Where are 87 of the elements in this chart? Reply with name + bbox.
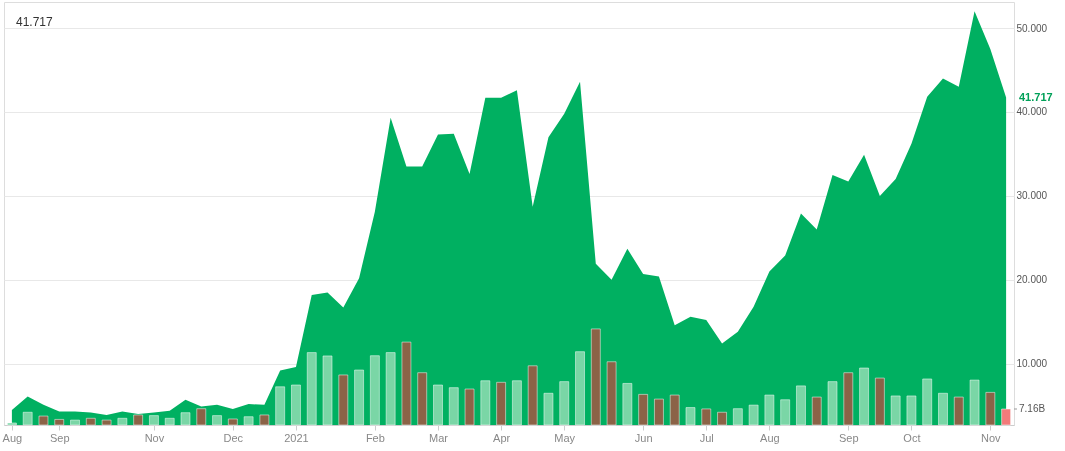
bar bbox=[859, 367, 869, 426]
bar bbox=[164, 418, 175, 426]
bar bbox=[306, 352, 317, 426]
bar bbox=[906, 395, 917, 426]
x-tick-label: Aug bbox=[2, 431, 23, 444]
x-tick-label: Jun bbox=[634, 431, 653, 444]
x-tick-label: Sep bbox=[49, 431, 70, 444]
x-tick-label: Feb bbox=[365, 431, 385, 444]
bar bbox=[527, 365, 538, 426]
bar bbox=[480, 380, 491, 426]
x-tick-label: 2021 bbox=[284, 431, 309, 444]
bar bbox=[149, 415, 159, 426]
bar bbox=[70, 419, 80, 426]
bar bbox=[7, 422, 17, 426]
bar bbox=[259, 414, 270, 426]
bar bbox=[875, 377, 885, 426]
x-tick-label: May bbox=[554, 431, 576, 444]
bar bbox=[512, 380, 522, 426]
bar bbox=[890, 395, 901, 426]
bar bbox=[291, 384, 301, 426]
bar bbox=[1001, 408, 1011, 426]
bar bbox=[701, 408, 712, 426]
y2-tick-label: 7.16B bbox=[1019, 403, 1046, 414]
bar bbox=[101, 419, 112, 426]
bar bbox=[969, 379, 980, 426]
bar bbox=[843, 372, 854, 426]
bar bbox=[370, 355, 380, 426]
bar bbox=[827, 381, 838, 426]
bar bbox=[38, 415, 49, 426]
bar bbox=[811, 396, 822, 426]
bar bbox=[748, 404, 759, 426]
x-tick-label: Sep bbox=[839, 431, 859, 444]
bar bbox=[764, 394, 775, 426]
y-tick-label: 50.000 bbox=[1016, 22, 1048, 34]
bar bbox=[86, 418, 96, 426]
x-tick-label: Mar bbox=[429, 431, 449, 444]
bar bbox=[780, 399, 790, 426]
bar bbox=[985, 392, 996, 426]
bar bbox=[212, 415, 222, 426]
bar bbox=[196, 408, 207, 426]
y-tick-label: 10.000 bbox=[1016, 358, 1048, 370]
bar bbox=[622, 383, 633, 426]
bar bbox=[606, 361, 617, 426]
bar bbox=[669, 394, 680, 426]
bar bbox=[54, 419, 64, 426]
bar bbox=[654, 398, 664, 426]
text: 41.717 bbox=[1019, 90, 1053, 103]
y-tick-label: 20.000 bbox=[1016, 274, 1048, 286]
y-tick-label: 30.000 bbox=[1016, 190, 1048, 202]
bar bbox=[559, 381, 569, 426]
x-tick-label: Oct bbox=[903, 431, 921, 444]
bar bbox=[322, 355, 333, 426]
bar bbox=[180, 412, 191, 426]
bar bbox=[22, 412, 33, 426]
bar bbox=[338, 374, 349, 426]
bar bbox=[228, 418, 238, 426]
bar bbox=[638, 394, 648, 426]
bar bbox=[685, 407, 696, 426]
x-tick-label: Aug bbox=[760, 431, 780, 444]
bar bbox=[243, 416, 254, 426]
bar bbox=[575, 351, 585, 426]
bar bbox=[954, 396, 964, 426]
bar bbox=[133, 414, 143, 426]
x-tick-label: Dec bbox=[223, 431, 244, 444]
bar bbox=[717, 412, 727, 426]
bar bbox=[922, 378, 932, 426]
bar bbox=[496, 382, 506, 426]
annotation: 41.717 bbox=[16, 15, 54, 29]
bar bbox=[449, 387, 459, 426]
x-tick-label: Apr bbox=[493, 431, 511, 444]
bar bbox=[401, 341, 412, 426]
x-tick-label: Nov bbox=[144, 431, 165, 444]
bar bbox=[433, 384, 443, 426]
x-tick-label: Nov bbox=[981, 431, 1002, 444]
bar bbox=[796, 385, 806, 426]
y-tick-label: 40.000 bbox=[1016, 106, 1048, 118]
bar bbox=[464, 388, 475, 426]
bar bbox=[354, 369, 364, 426]
bar bbox=[543, 393, 554, 426]
bar bbox=[417, 372, 427, 426]
bar bbox=[275, 386, 285, 426]
bar bbox=[733, 408, 743, 426]
bar bbox=[385, 352, 396, 426]
bar bbox=[117, 418, 128, 426]
bar bbox=[591, 328, 601, 426]
bar bbox=[938, 393, 948, 426]
x-tick-label: Jul bbox=[699, 431, 714, 444]
